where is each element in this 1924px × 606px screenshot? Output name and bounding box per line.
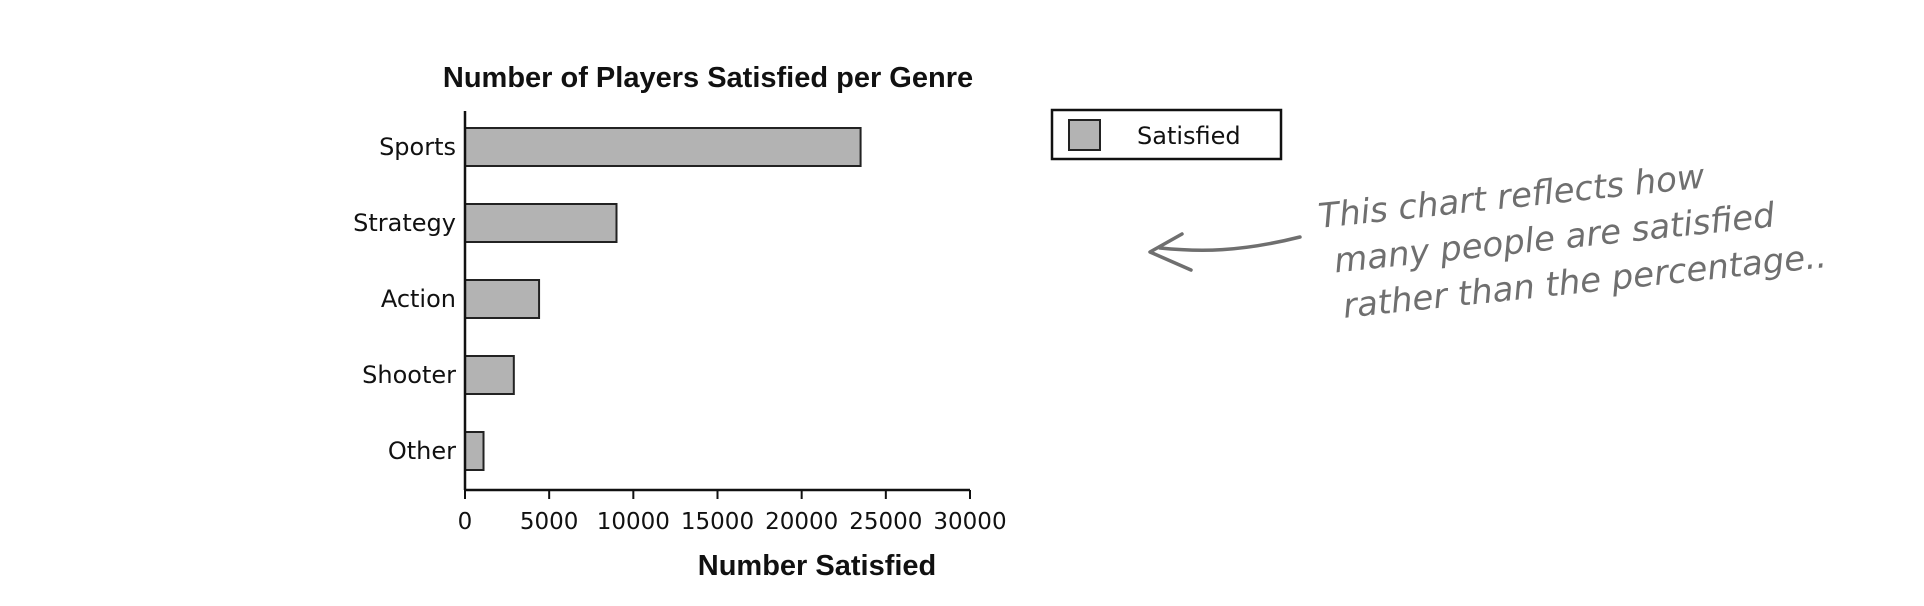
legend: Satisfied [1050, 108, 1283, 161]
bar-shooter [464, 355, 515, 395]
bars-group [464, 127, 862, 471]
category-label-other: Other [388, 437, 456, 465]
x-tick-label: 20000 [765, 509, 838, 535]
legend-label: Satisfied [1137, 122, 1241, 150]
bar-sports [464, 127, 862, 167]
annotation-arrow [1158, 235, 1302, 253]
annotation: This chart reflects how many people are … [1148, 157, 1828, 327]
x-tick-label: 25000 [849, 509, 922, 535]
category-labels: Sports Strategy Action Shooter Other [353, 133, 456, 465]
x-tick-label: 10000 [597, 509, 670, 535]
category-label-action: Action [381, 285, 456, 313]
bar-other [464, 431, 485, 471]
x-axis-label: Number Satisfied [698, 550, 937, 582]
x-tick-label: 5000 [520, 509, 579, 535]
bar-strategy [464, 203, 618, 243]
legend-swatch [1068, 119, 1101, 151]
x-tick-label: 15000 [681, 509, 754, 535]
chart-title: Number of Players Satisfied per Genre [443, 62, 973, 94]
x-ticks: 0 5000 10000 15000 20000 25000 30000 [458, 490, 1007, 535]
category-label-sports: Sports [379, 133, 456, 161]
bar-action [464, 279, 541, 319]
category-label-shooter: Shooter [362, 361, 456, 389]
x-tick-label: 0 [458, 509, 473, 535]
annotation-arrowhead [1148, 232, 1193, 272]
category-label-strategy: Strategy [353, 209, 456, 237]
x-tick-label: 30000 [933, 509, 1006, 535]
